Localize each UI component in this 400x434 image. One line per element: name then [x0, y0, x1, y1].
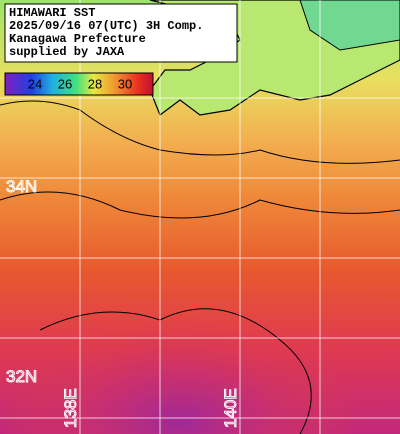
colorbar-tick-label: 26 — [58, 76, 72, 91]
header-line: HIMAWARI SST — [9, 6, 95, 20]
longitude-label: 140E — [221, 388, 240, 428]
latitude-label: 34N — [6, 177, 37, 196]
colorbar-tick-label: 30 — [118, 76, 132, 91]
header-line: Kanagawa Prefecture — [9, 32, 146, 46]
cool-bay — [299, 0, 400, 51]
latitude-label: 32N — [6, 367, 37, 386]
colorbar-tick-label: 24 — [28, 76, 42, 91]
header-box — [4, 3, 238, 63]
colorbar-tick-label: 28 — [88, 76, 102, 91]
isotherm — [0, 191, 400, 219]
header-line: supplied by JAXA — [9, 45, 125, 59]
isotherm — [0, 100, 400, 164]
longitude-label: 138E — [61, 388, 80, 428]
colorbar — [4, 72, 154, 96]
header-line: 2025/09/16 07(UTC) 3H Comp. — [9, 19, 203, 33]
colorbar-ticks: 24 26 28 30 — [28, 76, 132, 91]
warm-region — [0, 200, 400, 434]
isotherm — [39, 308, 312, 434]
